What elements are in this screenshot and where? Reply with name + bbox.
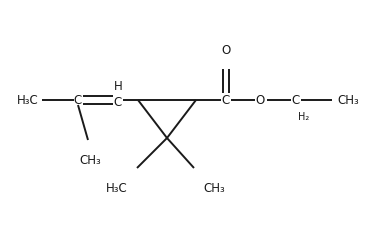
Text: C: C bbox=[74, 94, 82, 106]
Text: C: C bbox=[222, 94, 230, 106]
Text: O: O bbox=[256, 94, 265, 106]
Text: CH₃: CH₃ bbox=[203, 182, 225, 195]
Text: CH₃: CH₃ bbox=[79, 153, 101, 166]
Text: O: O bbox=[222, 44, 230, 57]
Text: H: H bbox=[113, 79, 122, 92]
Text: C: C bbox=[114, 96, 122, 109]
Text: CH₃: CH₃ bbox=[337, 94, 359, 106]
Text: C: C bbox=[292, 94, 300, 106]
Text: H₃C: H₃C bbox=[106, 182, 128, 195]
Text: H₃C: H₃C bbox=[17, 94, 39, 106]
Text: H₂: H₂ bbox=[298, 112, 310, 122]
